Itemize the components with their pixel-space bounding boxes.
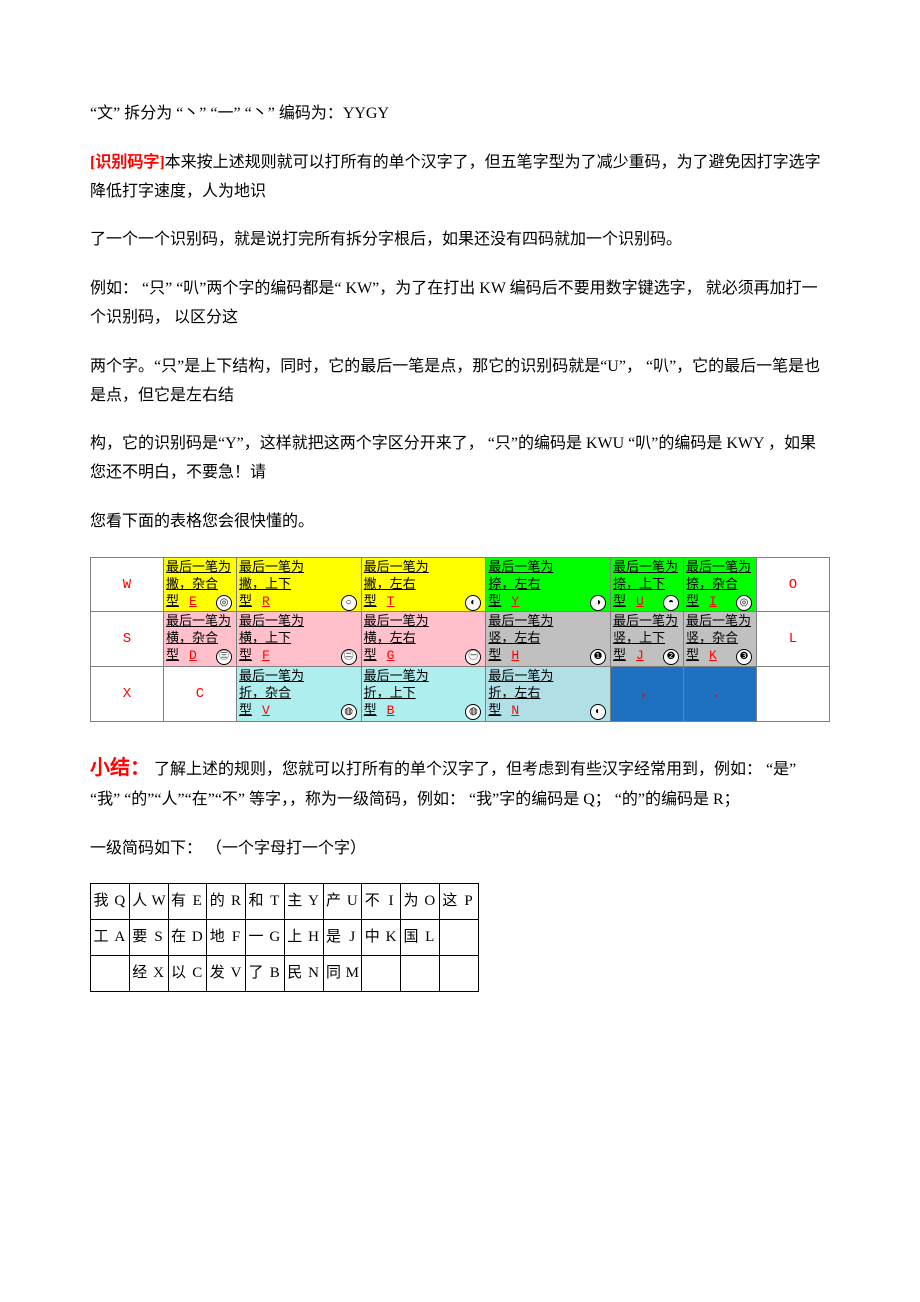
shortcode-cell: 了 B bbox=[246, 956, 285, 992]
row-left-key: X bbox=[91, 667, 164, 722]
id-table-cell: 最后一笔为撇，左右型T◐ bbox=[361, 557, 486, 612]
shortcode-cell: 同 M bbox=[323, 956, 362, 992]
shortcode-cell: 有 E bbox=[168, 884, 207, 920]
shortcode-cell bbox=[439, 920, 478, 956]
shortcode-cell: 不 I bbox=[362, 884, 401, 920]
row-right-key: L bbox=[757, 612, 830, 667]
id-table-cell: 最后一笔为横，杂合型D㊂ bbox=[164, 612, 237, 667]
id-table-cell: 最后一笔为折，杂合型V◍ bbox=[237, 667, 362, 722]
summary-text: 了解上述的规则，您就可以打所有的单个汉字了，但考虑到有些汉字经常用到，例如： “… bbox=[90, 761, 796, 808]
id-table-cell: 最后一笔为横，上下型F㊁ bbox=[237, 612, 362, 667]
id-table-cell: 最后一笔为折，左右型N◐ bbox=[486, 667, 611, 722]
shortcode-cell: 人 W bbox=[129, 884, 168, 920]
paragraph-split-example: “文” 拆分为 “丶” “一” “丶” 编码为：YYGY bbox=[90, 100, 830, 129]
identifier-code-table: W最后一笔为撇，杂合型E◎最后一笔为撇，上下型R○最后一笔为撇，左右型T◐最后一… bbox=[90, 557, 830, 722]
paragraph-6: 构，它的识别码是“Y”，这样就把这两个字区分开来了， “只”的编码是 KWU “… bbox=[90, 430, 830, 488]
primary-shortcode-table: 我 Q人 W有 E的 R和 T主 Y产 U不 I为 O这 P 工 A要 S在 D地… bbox=[90, 883, 479, 992]
shortcode-cell: 地 F bbox=[207, 920, 246, 956]
shortcode-cell bbox=[401, 956, 440, 992]
shortcode-cell: 中 K bbox=[362, 920, 401, 956]
id-table-key-cell: ． bbox=[684, 667, 757, 722]
shortcode-cell: 主 Y bbox=[284, 884, 323, 920]
shortcode-cell: 以 C bbox=[168, 956, 207, 992]
shortcode-cell: 民 N bbox=[284, 956, 323, 992]
id-table-cell: 最后一笔为捺，左右型Y◑ bbox=[486, 557, 611, 612]
id-table-cell: 最后一笔为捺，杂合型I◎ bbox=[684, 557, 757, 612]
row-left-key: W bbox=[91, 557, 164, 612]
paragraph-7: 您看下面的表格您会很快懂的。 bbox=[90, 508, 830, 537]
shortcode-cell: 一 G bbox=[246, 920, 285, 956]
shortcode-cell bbox=[439, 956, 478, 992]
id-table-key-cell: C bbox=[164, 667, 237, 722]
id-table-key-cell: ， bbox=[611, 667, 684, 722]
label-id-code: [识别码字] bbox=[90, 154, 165, 171]
shortcode-cell bbox=[362, 956, 401, 992]
shortcode-cell: 是 J bbox=[323, 920, 362, 956]
shortcode-cell: 为 O bbox=[401, 884, 440, 920]
shortcode-cell bbox=[91, 956, 130, 992]
row-right-key: O bbox=[757, 557, 830, 612]
row-left-key: S bbox=[91, 612, 164, 667]
shortcode-cell: 发 V bbox=[207, 956, 246, 992]
paragraph-3: 了一个一个识别码，就是说打完所有拆分字根后，如果还没有四码就加一个识别码。 bbox=[90, 226, 830, 255]
shortcode-cell: 要 S bbox=[129, 920, 168, 956]
shortcode-cell: 上 H bbox=[284, 920, 323, 956]
label-summary: 小结： bbox=[90, 757, 150, 779]
id-table-cell: 最后一笔为竖，杂合型K❸ bbox=[684, 612, 757, 667]
id-table-cell: 最后一笔为竖，左右型H❶ bbox=[486, 612, 611, 667]
shortcode-cell: 在 D bbox=[168, 920, 207, 956]
summary-paragraph: 小结： 了解上述的规则，您就可以打所有的单个汉字了，但考虑到有些汉字经常用到，例… bbox=[90, 750, 830, 815]
shortcode-cell: 和 T bbox=[246, 884, 285, 920]
shortcode-cell: 经 X bbox=[129, 956, 168, 992]
paragraph-4: 例如： “只” “叭”两个字的编码都是“ KW”，为了在打出 KW 编码后不要用… bbox=[90, 275, 830, 333]
shortcode-cell: 工 A bbox=[91, 920, 130, 956]
shortcode-cell: 的 R bbox=[207, 884, 246, 920]
id-table-cell: 最后一笔为捺，上下型U◓ bbox=[611, 557, 684, 612]
text-after-label: 本来按上述规则就可以打所有的单个汉字了，但五笔字型为了减少重码，为了避免因打字选… bbox=[90, 154, 821, 200]
id-table-cell: 最后一笔为折，上下型B◍ bbox=[361, 667, 486, 722]
simple-code-intro: 一级简码如下： （一个字母打一个字） bbox=[90, 835, 830, 864]
shortcode-cell: 国 L bbox=[401, 920, 440, 956]
shortcode-cell: 产 U bbox=[323, 884, 362, 920]
paragraph-id-code-intro: [识别码字]本来按上述规则就可以打所有的单个汉字了，但五笔字型为了减少重码，为了… bbox=[90, 149, 830, 207]
shortcode-cell: 这 P bbox=[439, 884, 478, 920]
id-table-cell: 最后一笔为撇，杂合型E◎ bbox=[164, 557, 237, 612]
id-table-cell: 最后一笔为横，左右型G㊀ bbox=[361, 612, 486, 667]
row-right-key bbox=[757, 667, 830, 722]
shortcode-cell: 我 Q bbox=[91, 884, 130, 920]
id-table-cell: 最后一笔为竖，上下型J❷ bbox=[611, 612, 684, 667]
paragraph-5: 两个字。“只”是上下结构，同时，它的最后一笔是点，那它的识别码就是“U”， “叭… bbox=[90, 353, 830, 411]
id-table-cell: 最后一笔为撇，上下型R○ bbox=[237, 557, 362, 612]
